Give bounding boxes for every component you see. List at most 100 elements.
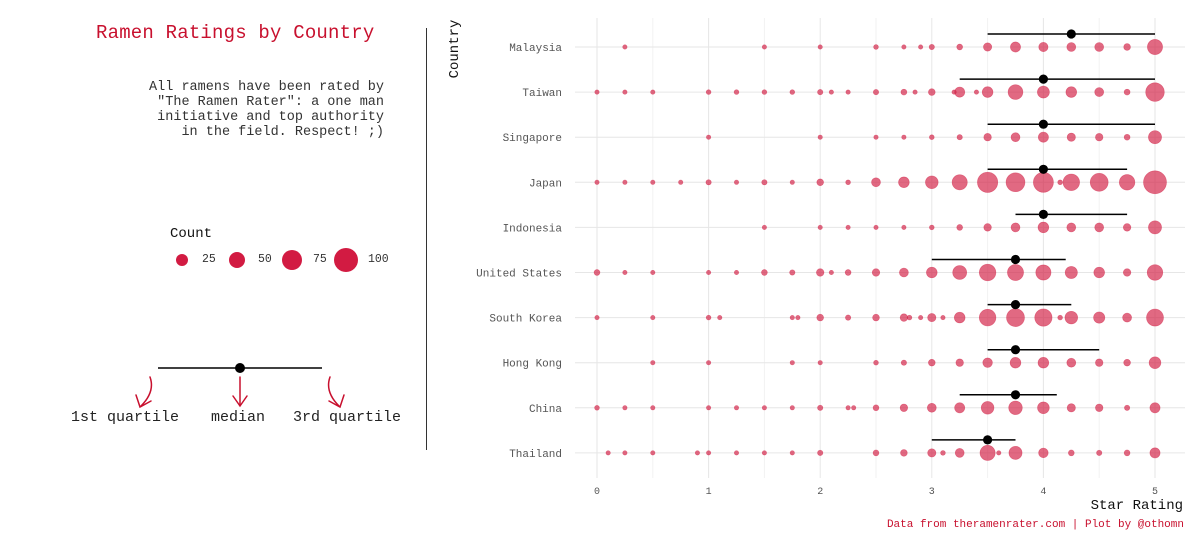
rating-point-china bbox=[817, 404, 824, 411]
rating-point-united-states bbox=[952, 265, 968, 280]
rating-point-japan bbox=[871, 177, 881, 188]
rating-point-thailand bbox=[761, 450, 767, 456]
rating-point-united-states bbox=[1123, 268, 1132, 277]
x-tick-label-2: 2 bbox=[817, 487, 823, 498]
rating-point-south-korea bbox=[1034, 308, 1053, 327]
x-tick-label-0: 0 bbox=[594, 487, 600, 498]
rating-point-japan bbox=[898, 176, 910, 188]
rating-point-united-states bbox=[1064, 266, 1078, 279]
rating-point-united-states bbox=[733, 269, 739, 275]
rating-point-thailand bbox=[1038, 447, 1049, 459]
quartile-key-diagram bbox=[135, 363, 345, 409]
x-tick-label-3: 3 bbox=[929, 487, 935, 498]
rating-point-china bbox=[845, 405, 851, 411]
rating-point-taiwan bbox=[622, 89, 628, 95]
rating-point-indonesia bbox=[1037, 221, 1050, 234]
rating-point-taiwan bbox=[817, 89, 824, 96]
rating-point-taiwan bbox=[1065, 86, 1077, 98]
rating-point-thailand bbox=[979, 445, 996, 461]
rating-point-thailand bbox=[954, 448, 965, 458]
rating-point-united-states bbox=[899, 267, 909, 278]
legend-label-50: 50 bbox=[258, 253, 272, 266]
median-point-japan bbox=[1038, 164, 1048, 174]
rating-point-japan bbox=[622, 179, 628, 185]
rating-point-malaysia bbox=[1010, 41, 1021, 53]
median-point-united-states bbox=[1010, 254, 1021, 265]
rating-point-taiwan bbox=[789, 89, 795, 95]
rating-point-japan bbox=[1033, 171, 1054, 193]
quartile-range-layer bbox=[931, 29, 1155, 445]
rating-point-japan bbox=[678, 179, 684, 185]
rating-point-singapore bbox=[956, 134, 963, 141]
rating-point-south-korea bbox=[954, 311, 966, 324]
rating-point-china bbox=[927, 403, 937, 413]
rating-point-china bbox=[1124, 404, 1131, 411]
x-tick-label-4: 4 bbox=[1040, 487, 1046, 498]
rating-point-malaysia bbox=[1147, 39, 1163, 55]
rating-point-taiwan bbox=[761, 89, 768, 95]
rating-point-thailand bbox=[940, 450, 946, 456]
rating-point-japan bbox=[1005, 172, 1026, 193]
rating-point-malaysia bbox=[928, 44, 935, 50]
rating-point-taiwan bbox=[1123, 88, 1131, 96]
rating-point-indonesia bbox=[845, 224, 851, 230]
country-axis-labels: Malaysia Taiwan Singapore Japan Indonesia Uni… bbox=[476, 43, 562, 461]
country-label-taiwan: Taiwan bbox=[522, 88, 562, 100]
key-arrowhead-third-quartile bbox=[328, 394, 345, 409]
median-point-thailand bbox=[983, 435, 993, 445]
rating-point-malaysia bbox=[983, 42, 993, 52]
rating-point-thailand bbox=[694, 450, 700, 456]
legend-dot-75 bbox=[281, 249, 303, 271]
rating-point-china bbox=[1149, 402, 1161, 414]
rating-point-japan bbox=[650, 179, 656, 185]
legend-dot-50 bbox=[228, 251, 246, 269]
rating-point-united-states bbox=[926, 266, 938, 279]
rating-point-indonesia bbox=[901, 224, 907, 230]
country-label-malaysia: Malaysia bbox=[509, 43, 562, 55]
key-label-first-quartile: 1st quartile bbox=[71, 409, 180, 426]
rating-point-taiwan bbox=[828, 89, 834, 95]
rating-point-indonesia bbox=[1094, 222, 1104, 233]
median-point-indonesia bbox=[1038, 209, 1048, 219]
rating-point-south-korea bbox=[650, 315, 656, 321]
rating-point-japan bbox=[977, 171, 999, 193]
rating-point-united-states bbox=[1007, 264, 1024, 281]
rating-point-united-states bbox=[871, 268, 881, 277]
rating-point-united-states bbox=[1035, 264, 1052, 281]
rating-point-united-states bbox=[706, 269, 712, 275]
rating-point-united-states bbox=[761, 269, 768, 276]
rating-point-indonesia bbox=[1066, 222, 1077, 233]
legend-label-100: 100 bbox=[368, 253, 389, 266]
rating-point-south-korea bbox=[1146, 308, 1164, 327]
rating-point-malaysia bbox=[1066, 42, 1077, 52]
rating-point-malaysia bbox=[817, 44, 823, 50]
rating-point-south-korea bbox=[789, 315, 795, 321]
rating-point-indonesia bbox=[1010, 222, 1021, 233]
rating-point-united-states bbox=[650, 269, 656, 275]
rating-point-hong-kong bbox=[955, 358, 964, 367]
rating-point-thailand bbox=[733, 450, 739, 456]
rating-point-hong-kong bbox=[1148, 356, 1162, 369]
x-axis-label: Star Rating bbox=[1091, 498, 1183, 514]
rating-point-china bbox=[1066, 403, 1076, 413]
key-median-dot bbox=[235, 363, 245, 373]
rating-point-singapore bbox=[1123, 133, 1131, 141]
rating-point-malaysia bbox=[1094, 42, 1104, 52]
country-label-japan: Japan bbox=[529, 178, 562, 190]
rating-point-taiwan bbox=[650, 89, 656, 95]
rating-point-malaysia bbox=[761, 44, 767, 50]
rating-point-japan bbox=[733, 179, 739, 185]
median-point-south-korea bbox=[1010, 300, 1021, 310]
rating-point-indonesia bbox=[1123, 223, 1132, 232]
rating-point-thailand bbox=[872, 449, 880, 457]
rating-point-china bbox=[594, 405, 600, 411]
rating-point-taiwan bbox=[873, 89, 879, 96]
rating-point-japan bbox=[1089, 173, 1109, 192]
rating-point-japan bbox=[1062, 173, 1080, 191]
rating-point-taiwan bbox=[1145, 82, 1165, 102]
country-label-indonesia: Indonesia bbox=[503, 223, 563, 235]
rating-point-united-states bbox=[789, 269, 796, 276]
chart-title: Ramen Ratings by Country bbox=[96, 22, 375, 44]
rating-point-thailand bbox=[1008, 446, 1023, 460]
